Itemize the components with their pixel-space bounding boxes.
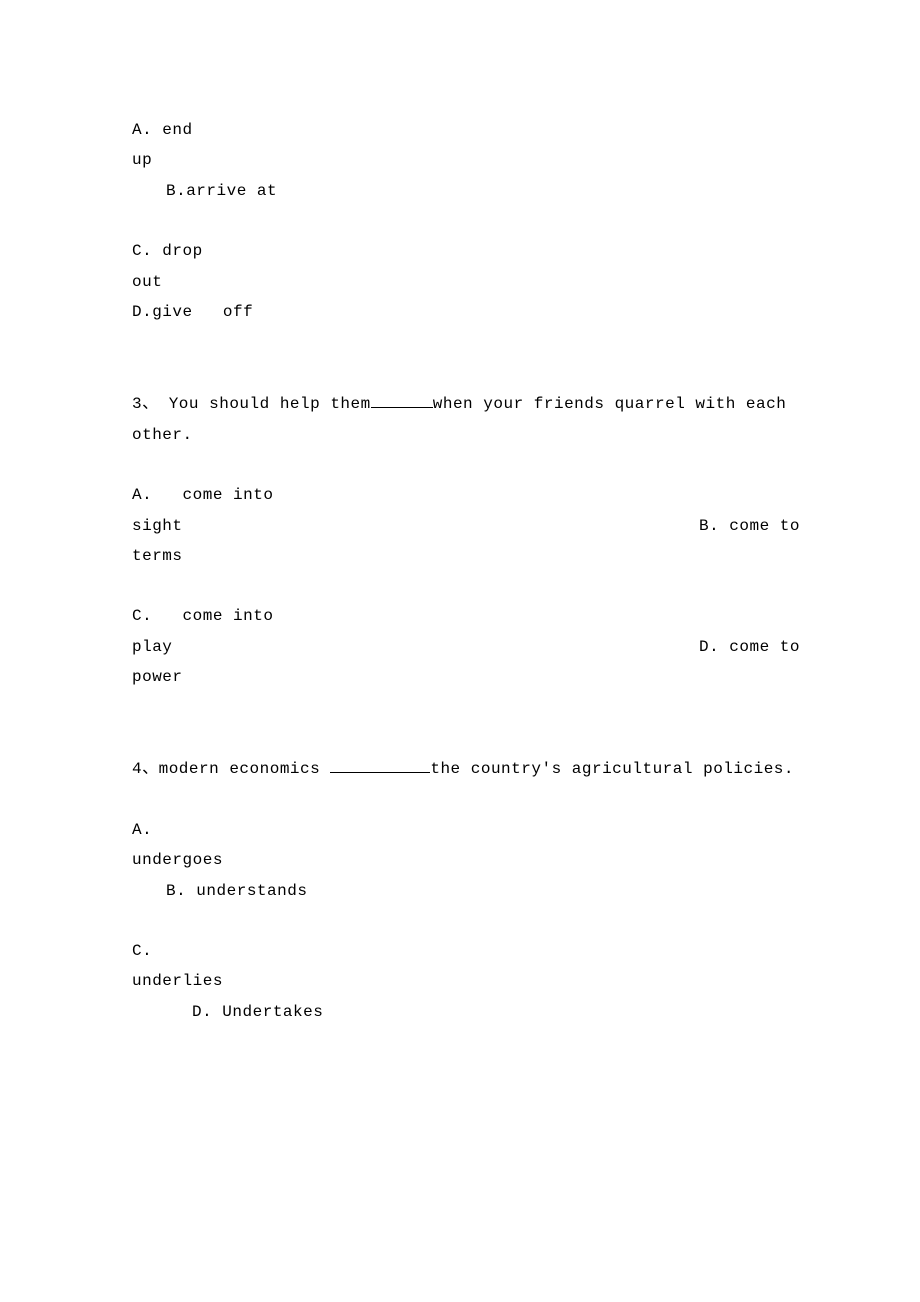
q3-row-cd: play D. come to — [132, 632, 800, 662]
q3-stem-line2: other. — [132, 420, 800, 450]
fill-blank — [330, 756, 430, 773]
q4-stem: 4、modern economics the country's agricul… — [132, 754, 800, 784]
q2-option-b: B.arrive at — [132, 176, 800, 206]
q3-option-d: D. come to — [699, 632, 800, 662]
q4-option-d: D. Undertakes — [132, 997, 800, 1027]
fill-blank — [371, 391, 433, 408]
q4-option-b: B. understands — [132, 876, 800, 906]
q2-option-d: D.give off — [132, 297, 800, 327]
spacer — [132, 450, 800, 480]
spacer — [132, 785, 800, 815]
q3-stem-pre: 3、 You should help them — [132, 395, 371, 413]
spacer — [132, 327, 800, 389]
q3-row-ab: sight B. come to — [132, 511, 800, 541]
q4-stem-post: the country's agricultural policies. — [430, 760, 794, 778]
spacer — [132, 206, 800, 236]
spacer — [132, 571, 800, 601]
q4-option-a-line1: A. — [132, 815, 800, 845]
q3-option-a-line1: A. come into — [132, 480, 800, 510]
q3-option-b-line2: terms — [132, 541, 800, 571]
q3-option-a-line2: sight — [132, 511, 183, 541]
q3-option-b: B. come to — [699, 511, 800, 541]
document-page: A. end up B.arrive at C. drop out D.give… — [0, 0, 920, 1027]
q3-stem-post: when your friends quarrel with each — [433, 395, 787, 413]
q4-option-c-line1: C. — [132, 936, 800, 966]
q4-option-c-line2: underlies — [132, 966, 800, 996]
q4-option-a-line2: undergoes — [132, 845, 800, 875]
spacer — [132, 906, 800, 936]
q2-option-a-line2: up — [132, 145, 800, 175]
q4-stem-pre: 4、modern economics — [132, 760, 330, 778]
q2-option-a-line1: A. end — [132, 115, 800, 145]
q3-option-d-line2: power — [132, 662, 800, 692]
q2-option-c-line1: C. drop — [132, 236, 800, 266]
q3-option-c-line2: play — [132, 632, 172, 662]
q3-option-c-line1: C. come into — [132, 601, 800, 631]
q2-option-c-line2: out — [132, 267, 800, 297]
spacer — [132, 692, 800, 754]
q3-stem-line1: 3、 You should help them when your friends… — [132, 389, 800, 419]
